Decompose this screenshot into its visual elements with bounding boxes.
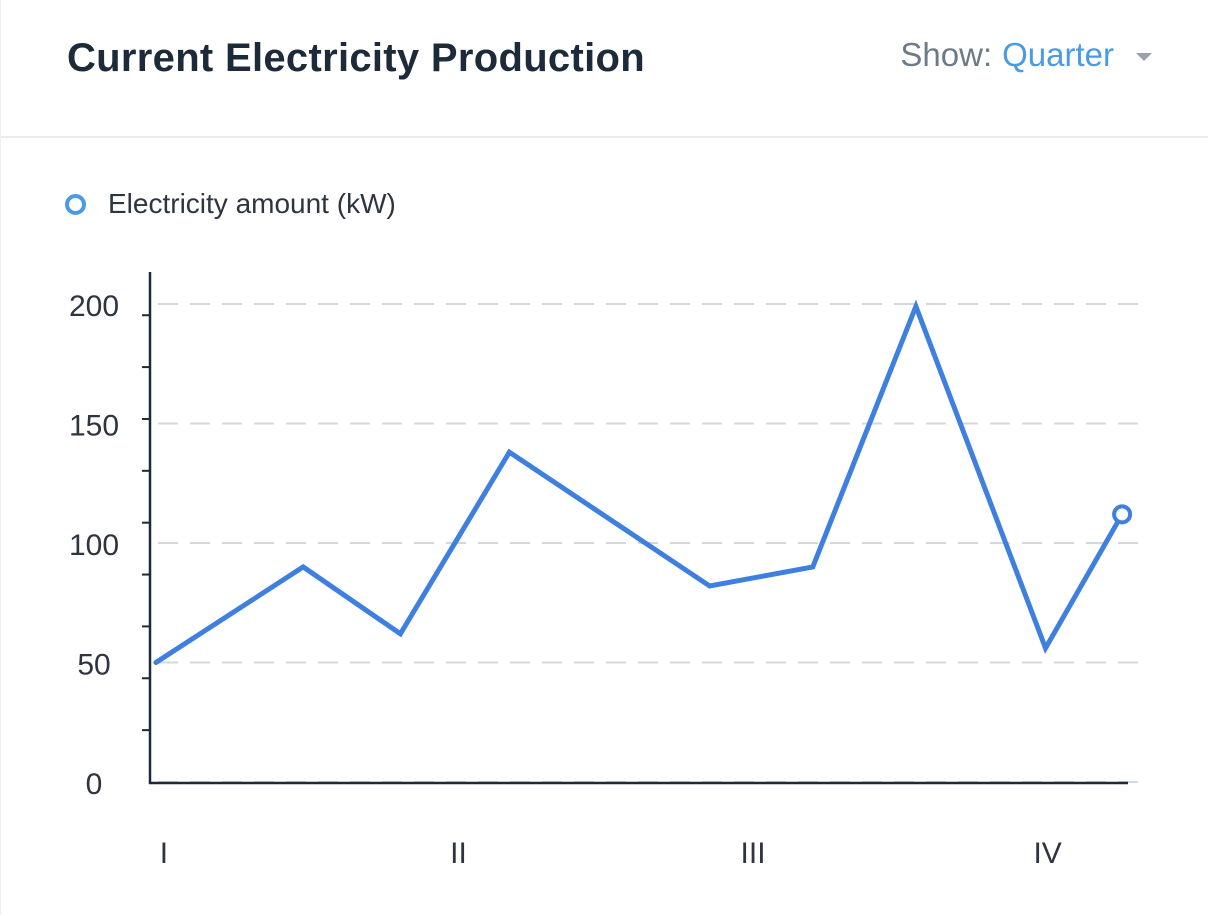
x-tick-label-I: I xyxy=(160,837,168,870)
y-axis-ticks: 0 50 100 150 200 xyxy=(69,290,150,801)
x-tick-label-III: III xyxy=(741,837,766,870)
y-tick-label-150: 150 xyxy=(69,410,119,443)
data-point xyxy=(1112,504,1133,525)
chart-legend: Electricity amount (kW) xyxy=(65,188,396,220)
x-tick-label-IV: IV xyxy=(1033,837,1061,870)
y-tick-label-0: 0 xyxy=(86,768,103,801)
legend-label: Electricity amount (kW) xyxy=(108,188,396,219)
x-tick-label-II: II xyxy=(450,837,467,870)
y-tick-label-100: 100 xyxy=(69,529,119,562)
chart-axes xyxy=(148,272,1128,785)
card-header: Current Electricity Production Show: Qua… xyxy=(1,0,1208,138)
show-label: Show: xyxy=(900,36,993,73)
series-electricity xyxy=(153,299,1133,665)
x-axis-ticks: I II III IV xyxy=(160,837,1062,870)
period-value[interactable]: Quarter xyxy=(1002,36,1114,73)
chart-title: Current Electricity Production xyxy=(67,36,645,80)
legend-marker-icon xyxy=(65,193,86,215)
y-tick-label-50: 50 xyxy=(77,649,110,682)
series-line xyxy=(153,299,1125,665)
y-tick-label-200: 200 xyxy=(69,290,119,323)
chevron-down-icon[interactable] xyxy=(1136,53,1152,61)
grid-lines xyxy=(158,303,1146,783)
period-selector[interactable]: Show: Quarter xyxy=(900,36,1152,74)
